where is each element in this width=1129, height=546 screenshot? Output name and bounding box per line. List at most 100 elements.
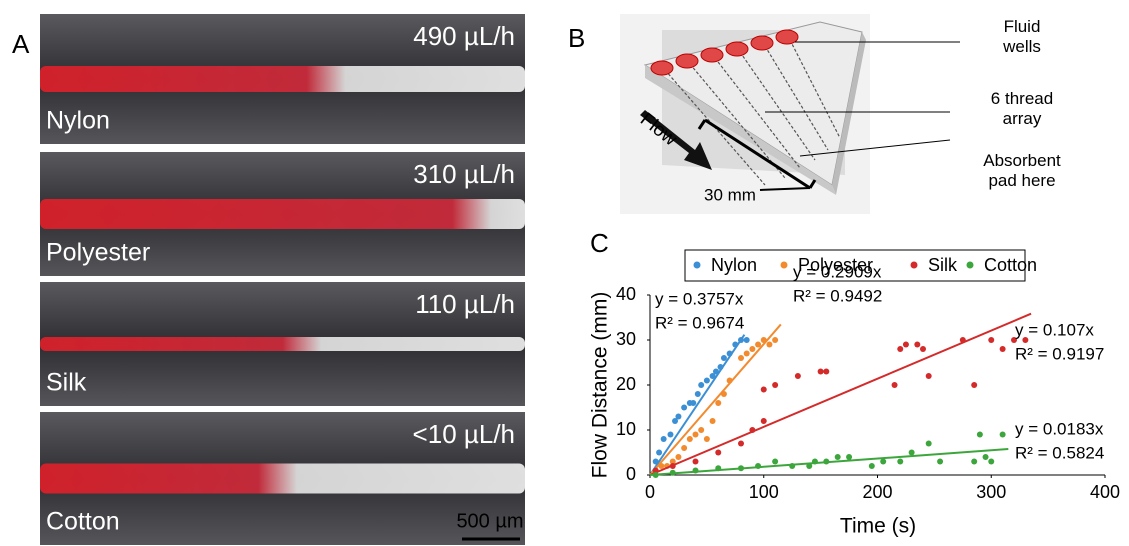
rate-label: <10 µL/h <box>413 419 515 449</box>
point <box>721 391 727 397</box>
point <box>960 337 966 343</box>
point <box>897 459 903 465</box>
point <box>738 441 744 447</box>
point <box>892 382 898 388</box>
device-diagram <box>620 14 960 214</box>
point <box>761 387 767 393</box>
point <box>977 432 983 438</box>
point <box>937 459 943 465</box>
point <box>738 337 744 343</box>
legend-marker <box>694 262 701 269</box>
material-label: Polyester <box>46 239 150 267</box>
x-tick-label: 0 <box>645 482 655 502</box>
x-tick-label: 100 <box>749 482 779 502</box>
point <box>667 432 673 438</box>
x-tick-label: 400 <box>1090 482 1120 502</box>
point <box>681 445 687 451</box>
thread <box>40 464 525 494</box>
point <box>766 342 772 348</box>
annotation: 30 mm <box>704 185 756 204</box>
point <box>818 369 824 375</box>
point <box>670 470 676 476</box>
point <box>695 391 701 397</box>
point <box>653 472 659 478</box>
point <box>806 463 812 469</box>
point <box>693 459 699 465</box>
figure: A B C Fluidwells 6 threadarray Absorbent… <box>0 0 1129 546</box>
x-axis-label: Time (s) <box>840 515 916 538</box>
point <box>698 382 704 388</box>
point <box>744 351 750 357</box>
point <box>755 463 761 469</box>
point <box>755 342 761 348</box>
point <box>789 463 795 469</box>
point <box>988 337 994 343</box>
point <box>721 355 727 361</box>
point <box>704 436 710 442</box>
point <box>795 373 801 379</box>
point <box>823 369 829 375</box>
legend-marker <box>967 262 974 269</box>
x-tick-label: 300 <box>976 482 1006 502</box>
point <box>823 459 829 465</box>
point <box>903 342 909 348</box>
point <box>1000 432 1006 438</box>
point <box>675 454 681 460</box>
point <box>727 378 733 384</box>
point <box>738 465 744 471</box>
point <box>846 454 852 460</box>
point <box>693 468 699 474</box>
legend-label: Silk <box>928 255 958 275</box>
y-tick-label: 40 <box>616 284 636 304</box>
panel-label: B <box>568 23 585 53</box>
y-tick-label: 0 <box>626 464 636 484</box>
y-tick-label: 20 <box>616 374 636 394</box>
point <box>675 414 681 420</box>
annotation: 6 threadarray <box>991 89 1053 128</box>
point <box>926 373 932 379</box>
point <box>772 459 778 465</box>
panel-label: A <box>12 29 30 59</box>
rate-label: 490 µL/h <box>413 21 515 51</box>
point <box>727 351 733 357</box>
trend-equation: y = 0.0183x <box>1015 419 1104 438</box>
point <box>772 382 778 388</box>
point <box>761 337 767 343</box>
y-axis-label: Flow Distance (mm) <box>589 292 612 479</box>
point <box>687 436 693 442</box>
point <box>749 427 755 433</box>
rate-label: 310 µL/h <box>413 159 515 189</box>
trend-equation: y = 0.3757x <box>655 289 744 308</box>
point <box>690 400 696 406</box>
scale-label: 500 µm <box>456 510 523 532</box>
point <box>914 342 920 348</box>
point <box>835 454 841 460</box>
trend-r2: R² = 0.9492 <box>793 286 882 305</box>
point <box>909 450 915 456</box>
point <box>971 382 977 388</box>
point <box>715 450 721 456</box>
point <box>715 400 721 406</box>
thread <box>40 199 525 229</box>
point <box>713 369 719 375</box>
x-tick-label: 200 <box>862 482 892 502</box>
point <box>661 436 667 442</box>
point <box>897 346 903 352</box>
y-tick-label: 10 <box>616 419 636 439</box>
point <box>693 432 699 438</box>
point <box>658 463 664 469</box>
trend-r2: R² = 0.9674 <box>655 313 744 332</box>
material-label: Cotton <box>46 508 120 536</box>
point <box>988 459 994 465</box>
point <box>704 378 710 384</box>
point <box>869 463 875 469</box>
material-label: Nylon <box>46 107 110 135</box>
legend-label: Nylon <box>711 255 757 275</box>
material-label: Silk <box>46 369 87 397</box>
y-tick-label: 30 <box>616 329 636 349</box>
panel-label: C <box>590 228 609 258</box>
trend-r2: R² = 0.5824 <box>1015 443 1104 462</box>
point <box>920 346 926 352</box>
